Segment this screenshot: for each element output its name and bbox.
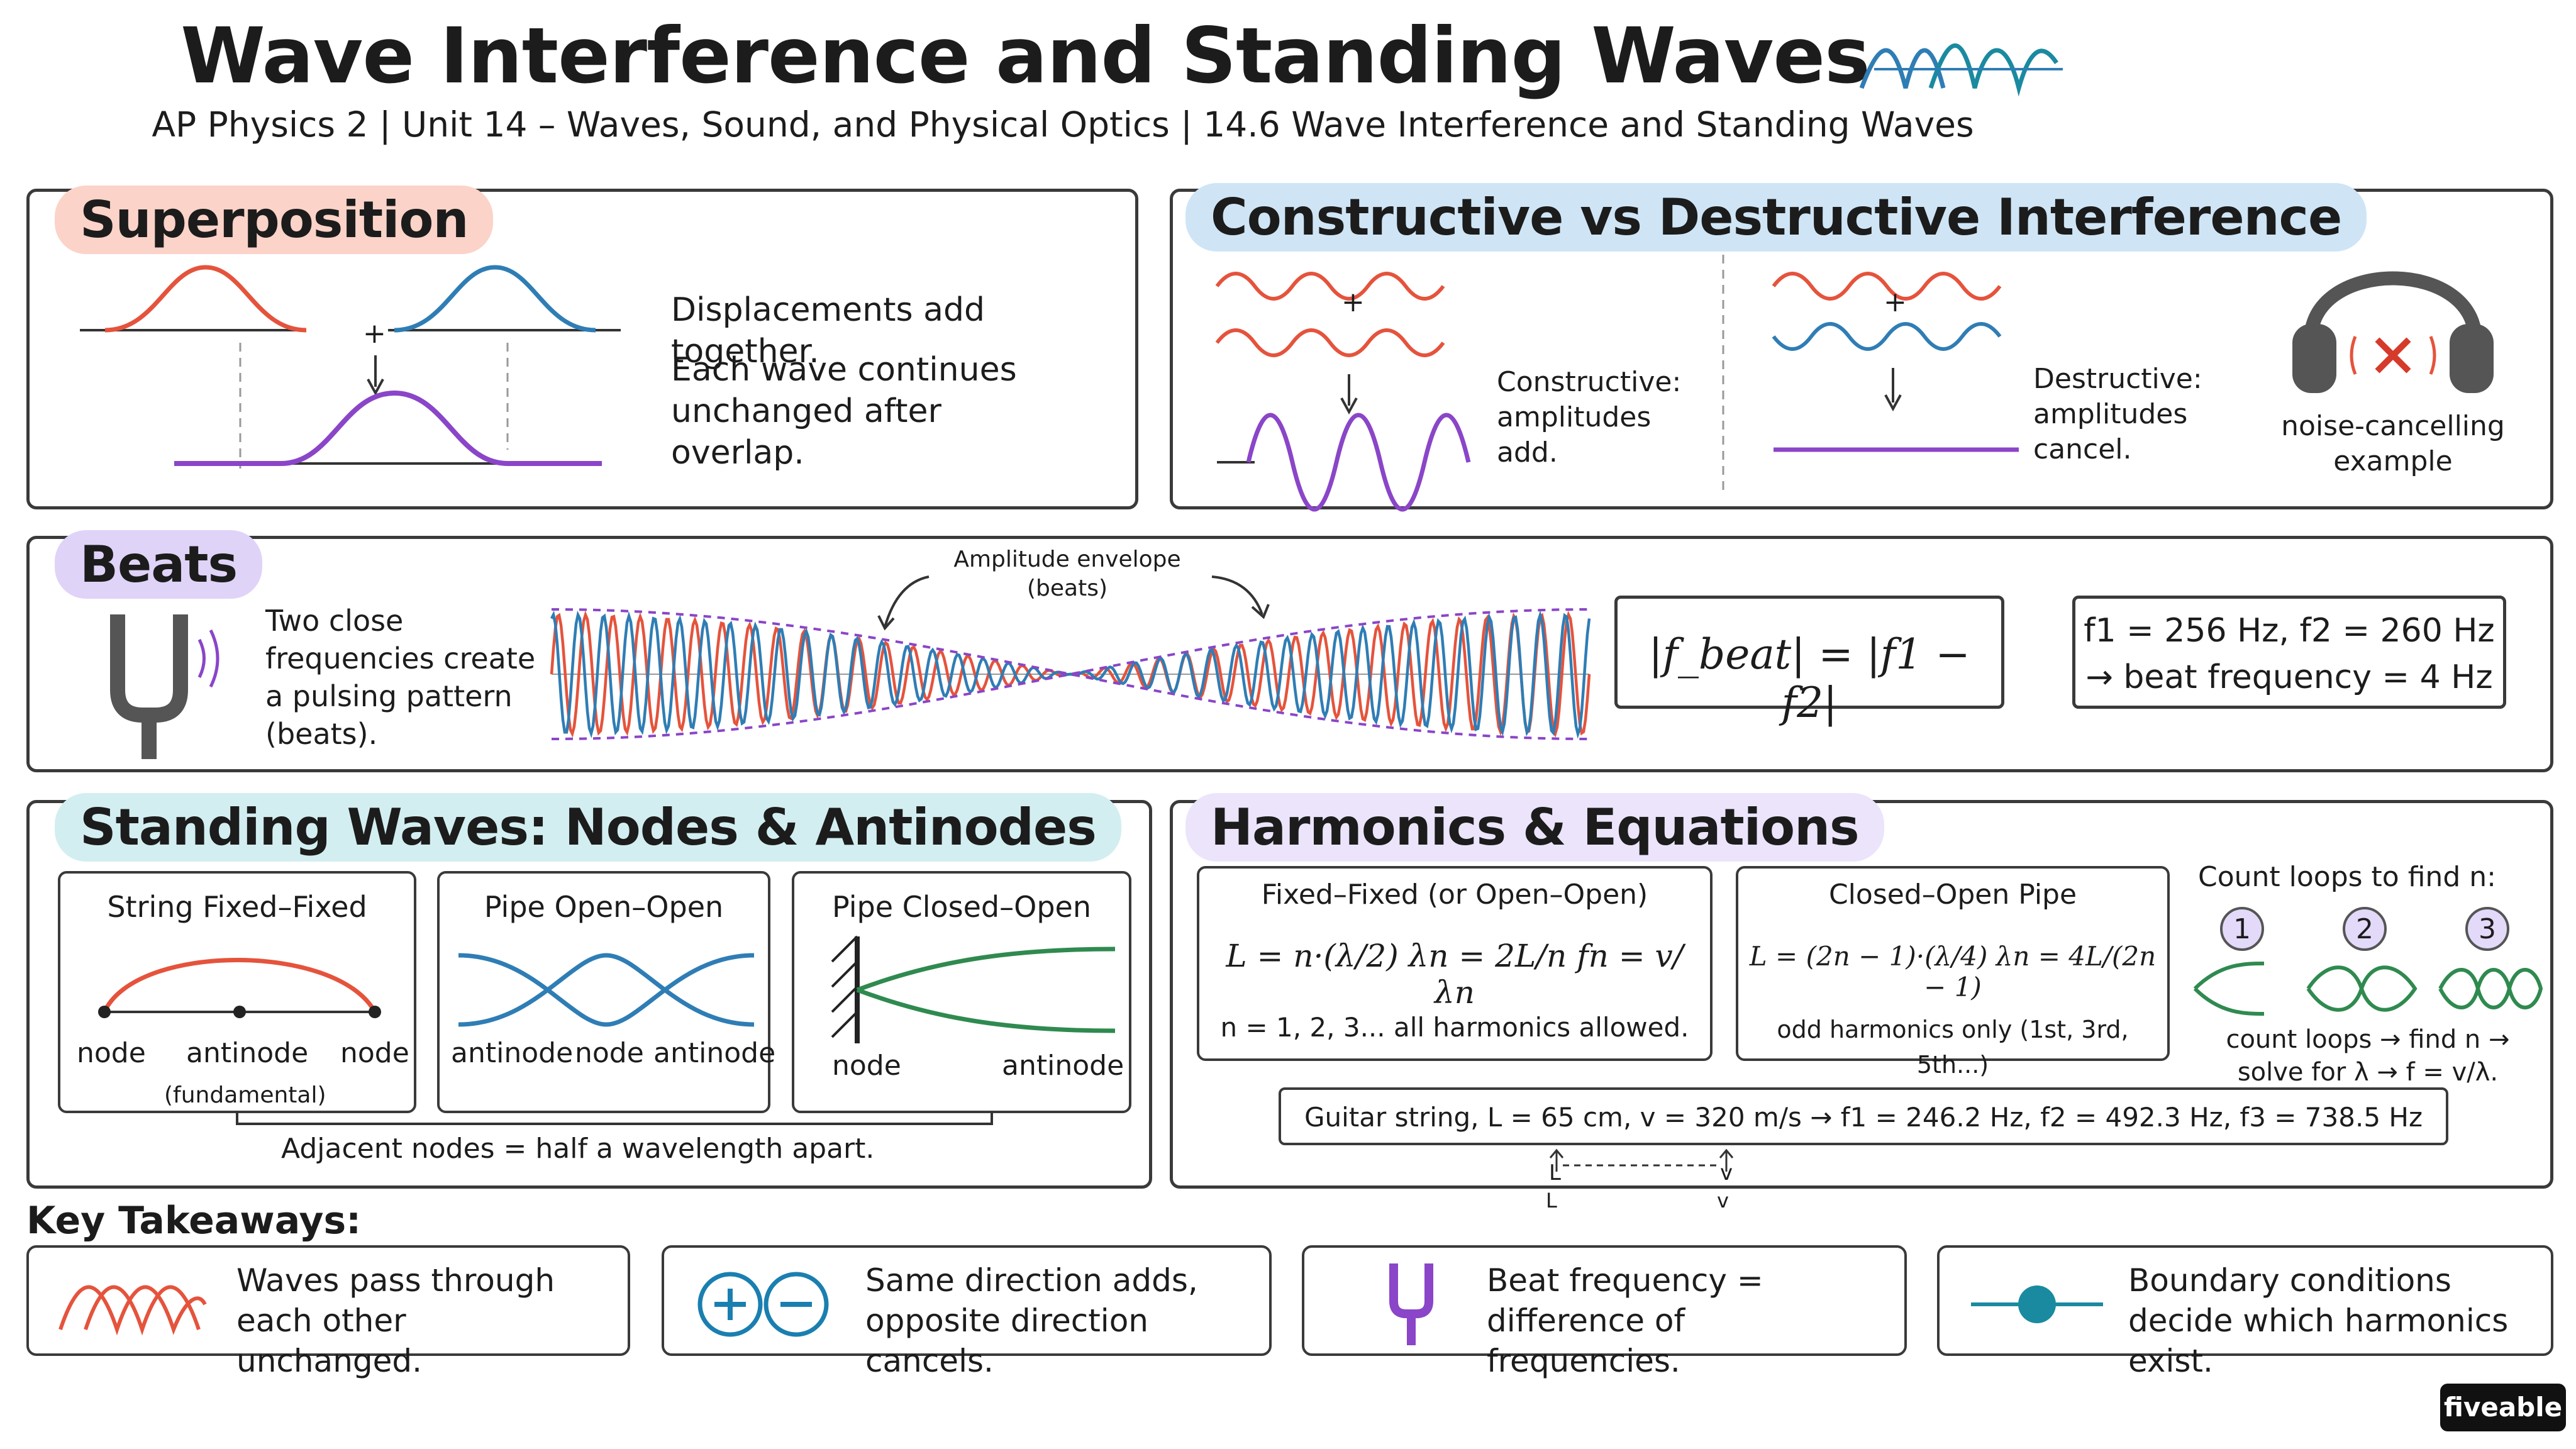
guitar-mark-v1: v [1720, 1160, 1733, 1185]
wave-logo-icon [1859, 43, 2063, 97]
harmonics-panel: Harmonics & Equations Fixed–Fixed (or Op… [1170, 793, 2553, 1189]
string-label-antinode: antinode [186, 1037, 309, 1069]
takeaway-card-3: Beat frequency = difference of frequenci… [1302, 1245, 1907, 1379]
beat-example-line2: → beat frequency = 4 Hz [2085, 658, 2493, 696]
count-number-1: 1 [2233, 913, 2251, 945]
count-loops-title: Count loops to find n: [2198, 861, 2496, 893]
beats-title: Beats [55, 530, 263, 599]
closed-open-equations: L = (2n − 1)·(λ/4) λn = 4L/(2n − 1) [1749, 941, 2157, 1002]
closed-open-diagram [831, 935, 1116, 1043]
pipe-open-open-title: Pipe Open–Open [484, 890, 724, 924]
closed-label-node: node [832, 1050, 901, 1082]
count-number-2: 2 [2356, 913, 2373, 945]
headphones-label: noise-cancelling example [2281, 410, 2505, 477]
open-label-antinode-left: antinode [451, 1037, 574, 1069]
destructive-plus: + [1884, 286, 1907, 318]
half-wavelength-bracket [236, 1111, 993, 1125]
open-open-diagram [458, 953, 755, 1027]
harmonics-title: Harmonics & Equations [1185, 793, 1884, 862]
envelope-arrows [877, 575, 1270, 631]
pipe-closed-open-title: Pipe Closed–Open [831, 890, 1091, 924]
string-label-node-left: node [77, 1037, 146, 1069]
constructive-plus: + [1341, 286, 1365, 318]
superposition-panel: Superposition + Displacements add togeth… [26, 186, 1138, 509]
page-subtitle: AP Physics 2 | Unit 14 – Waves, Sound, a… [152, 104, 1974, 145]
takeaways-title: Key Takeaways: [26, 1199, 362, 1243]
beat-example-line1: f1 = 256 Hz, f2 = 260 Hz [2084, 612, 2495, 650]
headphones-icon [2292, 271, 2494, 393]
takeaway-text-2: Same direction adds, opposite direction … [865, 1262, 1198, 1379]
open-label-antinode-right: antinode [653, 1037, 776, 1069]
takeaway-card-4: Boundary conditions decide which harmoni… [1937, 1245, 2553, 1379]
half-wavelength-caption: Adjacent nodes = half a wavelength apart… [281, 1133, 875, 1165]
plus-minus-icon [697, 1272, 829, 1337]
beat-example-box: f1 = 256 Hz, f2 = 260 Hz → beat frequenc… [2072, 596, 2506, 709]
constructive-label: Constructive: amplitudes add. [1497, 366, 1682, 469]
guitar-example: Guitar string, L = 65 cm, v = 320 m/s → … [1304, 1102, 2423, 1133]
closed-label-antinode: antinode [1002, 1050, 1124, 1082]
takeaway-text-1: Waves pass through each other unchanged. [236, 1262, 555, 1379]
tuning-fork-small-icon [1389, 1263, 1433, 1345]
takeaway-card-1: Waves pass through each other unchanged. [26, 1245, 630, 1379]
closed-open-equations-box: Closed–Open Pipe L = (2n − 1)·(λ/4) λn =… [1736, 866, 2170, 1079]
interference-divider [1722, 255, 1724, 494]
beats-description: Two close frequencies create a pulsing p… [265, 604, 536, 751]
superposition-line2: Each wave continues unchanged after over… [671, 351, 1017, 472]
destructive-label: Destructive: amplitudes cancel. [2033, 363, 2202, 465]
count-number-circles [2220, 907, 2509, 951]
pipe-open-open-box: Pipe Open–Open antinode node antinode [437, 871, 775, 1113]
tuning-fork-icon [110, 614, 219, 759]
waves-icon [58, 1285, 207, 1336]
fiveable-logo: fiveable [2440, 1384, 2566, 1431]
takeaway-text-4: Boundary conditions decide which harmoni… [2128, 1262, 2509, 1379]
superposition-title: Superposition [55, 186, 494, 254]
beat-formula: |f_beat| = |f1 − f2| [1648, 630, 1970, 727]
takeaway-card-2: Same direction adds, opposite direction … [662, 1245, 1272, 1379]
guitar-arrows [1549, 1148, 1734, 1172]
fixed-fixed-title: Fixed–Fixed (or Open–Open) [1261, 879, 1648, 911]
guitar-mark-v2: v [1717, 1189, 1729, 1213]
loop-diagrams [2193, 962, 2543, 1016]
interference-panel: Constructive vs Destructive Interference… [1170, 183, 2553, 512]
superposition-plus: + [363, 318, 386, 350]
beats-envelope-top [552, 608, 1589, 675]
superposition-line1: Displacements add together. [671, 291, 985, 370]
count-number-3: 3 [2479, 913, 2496, 945]
beat-formula-box: |f_beat| = |f1 − f2| [1614, 596, 2004, 727]
fixed-fixed-equations: L = n·(λ/2) λn = 2L/n fn = v/λn [1226, 938, 1684, 1011]
standing-waves-panel: Standing Waves: Nodes & Antinodes String… [26, 793, 1152, 1189]
open-label-node: node [575, 1037, 644, 1069]
closed-open-note: odd harmonics only (1st, 3rd, 5th...) [1777, 1016, 2129, 1079]
pipe-closed-open-box: Pipe Closed–Open node antinode [792, 871, 1131, 1113]
guitar-example-box: Guitar string, L = 65 cm, v = 320 m/s → … [1279, 1087, 2448, 1145]
beats-wave-blue [550, 610, 1591, 739]
beats-envelope-bottom [552, 673, 1589, 740]
guitar-mark-l2: L [1546, 1189, 1557, 1213]
closed-open-title: Closed–Open Pipe [1828, 879, 2077, 911]
beats-panel: Beats Two close frequencies create a pul… [26, 530, 2553, 772]
page-title: Wave Interference and Standing Waves [180, 11, 1870, 101]
beats-envelope-label: Amplitude envelope (beats) [953, 547, 1181, 601]
standing-waves-title: Standing Waves: Nodes & Antinodes [55, 793, 1121, 862]
fixed-fixed-equations-box: Fixed–Fixed (or Open–Open) L = n·(λ/2) λ… [1197, 866, 1713, 1061]
guitar-mark-l1: L [1549, 1160, 1561, 1185]
destructive-diagram [1772, 272, 2019, 452]
fixed-fixed-note: n = 1, 2, 3... all harmonics allowed. [1220, 1012, 1689, 1043]
count-loops-note: count loops → find n → solve for λ → f =… [2226, 1025, 2510, 1087]
string-fundamental-note: (fundamental) [164, 1082, 326, 1108]
string-fixed-fixed-box: String Fixed–Fixed node antinode node (f… [58, 871, 416, 1113]
superposition-diagram [80, 265, 621, 469]
string-fixed-fixed-title: String Fixed–Fixed [107, 890, 367, 924]
beats-waveform [550, 608, 1591, 740]
takeaway-text-3: Beat frequency = difference of frequenci… [1487, 1262, 1763, 1379]
boundary-node-icon [1971, 1285, 2103, 1323]
constructive-diagram [1215, 272, 1471, 512]
interference-title: Constructive vs Destructive Interference [1185, 183, 2367, 252]
string-label-node-right: node [340, 1037, 409, 1069]
string-fundamental-diagram [98, 958, 381, 1018]
